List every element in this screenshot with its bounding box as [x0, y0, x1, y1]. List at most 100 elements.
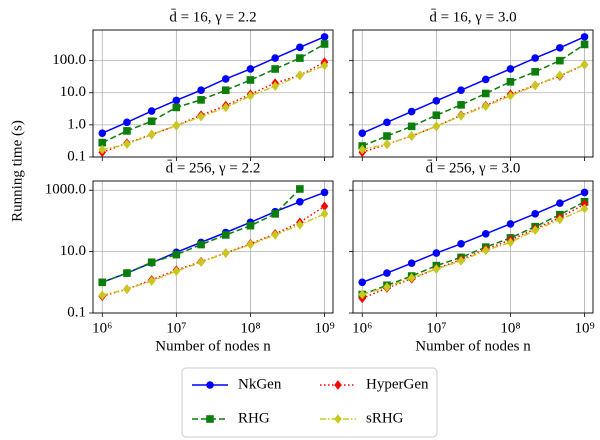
- series-line: [361, 203, 585, 300]
- series-line: [102, 213, 325, 296]
- marker: [506, 91, 515, 101]
- series-line: [101, 36, 325, 134]
- marker: [172, 250, 181, 259]
- legend-label: sRHG: [366, 410, 404, 426]
- axes-frame: [352, 180, 594, 314]
- marker: [197, 257, 205, 268]
- marker: [457, 239, 465, 248]
- subplot-title: d̄ = 256, γ = 2.2: [166, 160, 261, 176]
- series-line: [361, 201, 585, 296]
- marker: [383, 282, 391, 292]
- marker: [407, 107, 416, 116]
- marker: [197, 86, 205, 95]
- marker: [481, 89, 490, 98]
- marker: [383, 269, 391, 277]
- marker: [457, 101, 465, 109]
- legend-label: NkGen: [238, 376, 282, 392]
- marker: [172, 96, 181, 105]
- marker: [296, 198, 304, 206]
- x-axis-label: Number of nodes n: [155, 338, 271, 354]
- y-tick-label: 10.0: [60, 84, 86, 100]
- legend-label: HyperGen: [366, 376, 429, 392]
- marker: [221, 231, 230, 239]
- x-tick-label: 10⁹: [574, 320, 594, 336]
- marker: [580, 59, 589, 70]
- marker: [481, 101, 490, 112]
- marker: [271, 65, 279, 73]
- y-tick-label: 0.1: [67, 304, 86, 320]
- x-tick-label: 10⁹: [314, 320, 334, 336]
- marker: [506, 77, 515, 86]
- marker: [296, 70, 304, 81]
- marker: [407, 131, 416, 141]
- marker: [246, 76, 255, 84]
- marker: [123, 269, 131, 277]
- marker: [531, 225, 539, 235]
- marker: [556, 214, 564, 225]
- series-line: [361, 43, 585, 147]
- marker: [271, 230, 279, 240]
- axes-frame: [92, 180, 334, 314]
- y-tick-label: 100.0: [52, 52, 86, 68]
- marker: [320, 60, 329, 71]
- marker: [580, 33, 589, 41]
- y-axis-label: Running time (s): [9, 120, 25, 222]
- marker: [383, 132, 391, 140]
- marker: [432, 249, 441, 257]
- marker: [246, 221, 255, 230]
- marker: [358, 129, 367, 138]
- y-tick-label: 0.1: [67, 148, 86, 164]
- x-tick-label: 10⁷: [166, 320, 186, 336]
- marker: [580, 188, 589, 197]
- marker: [296, 185, 304, 193]
- marker: [531, 210, 539, 218]
- marker: [320, 201, 329, 212]
- marker: [556, 199, 564, 207]
- marker: [123, 139, 131, 150]
- axes-frame: [92, 29, 334, 158]
- marker: [320, 33, 329, 41]
- marker: [221, 75, 230, 83]
- marker: [432, 264, 441, 274]
- x-tick-label: 10⁸: [500, 320, 520, 336]
- marker: [358, 144, 367, 155]
- marker: [320, 40, 329, 48]
- y-tick-label: 1000.0: [45, 182, 86, 198]
- marker: [457, 86, 465, 95]
- marker: [383, 139, 391, 150]
- marker: [407, 259, 416, 267]
- y-tick-label: 1.0: [67, 116, 86, 132]
- axes-frame: [352, 29, 594, 158]
- subplot-title: d̄ = 16, γ = 2.2: [169, 9, 256, 25]
- series-line: [362, 208, 585, 296]
- marker: [334, 380, 342, 390]
- marker: [147, 117, 156, 126]
- x-tick-label: 10⁸: [240, 320, 260, 336]
- marker: [147, 107, 156, 115]
- marker: [296, 54, 304, 62]
- marker: [147, 129, 156, 140]
- marker: [246, 65, 255, 73]
- marker: [556, 70, 564, 81]
- series-line: [101, 43, 325, 144]
- marker: [432, 121, 441, 132]
- marker: [407, 273, 416, 283]
- marker: [556, 44, 564, 52]
- marker: [580, 203, 589, 214]
- series-line: [101, 188, 301, 284]
- marker: [197, 111, 205, 122]
- marker: [457, 111, 465, 121]
- marker: [556, 56, 564, 65]
- marker: [271, 81, 279, 92]
- marker: [432, 111, 441, 120]
- marker: [147, 258, 156, 267]
- marker: [172, 266, 181, 277]
- marker: [98, 129, 107, 138]
- y-tick-label: 10.0: [60, 243, 86, 259]
- marker: [481, 245, 490, 256]
- marker: [98, 138, 107, 147]
- marker: [432, 97, 441, 105]
- marker: [246, 239, 255, 250]
- subplot-title: d̄ = 256, γ = 3.0: [426, 160, 521, 176]
